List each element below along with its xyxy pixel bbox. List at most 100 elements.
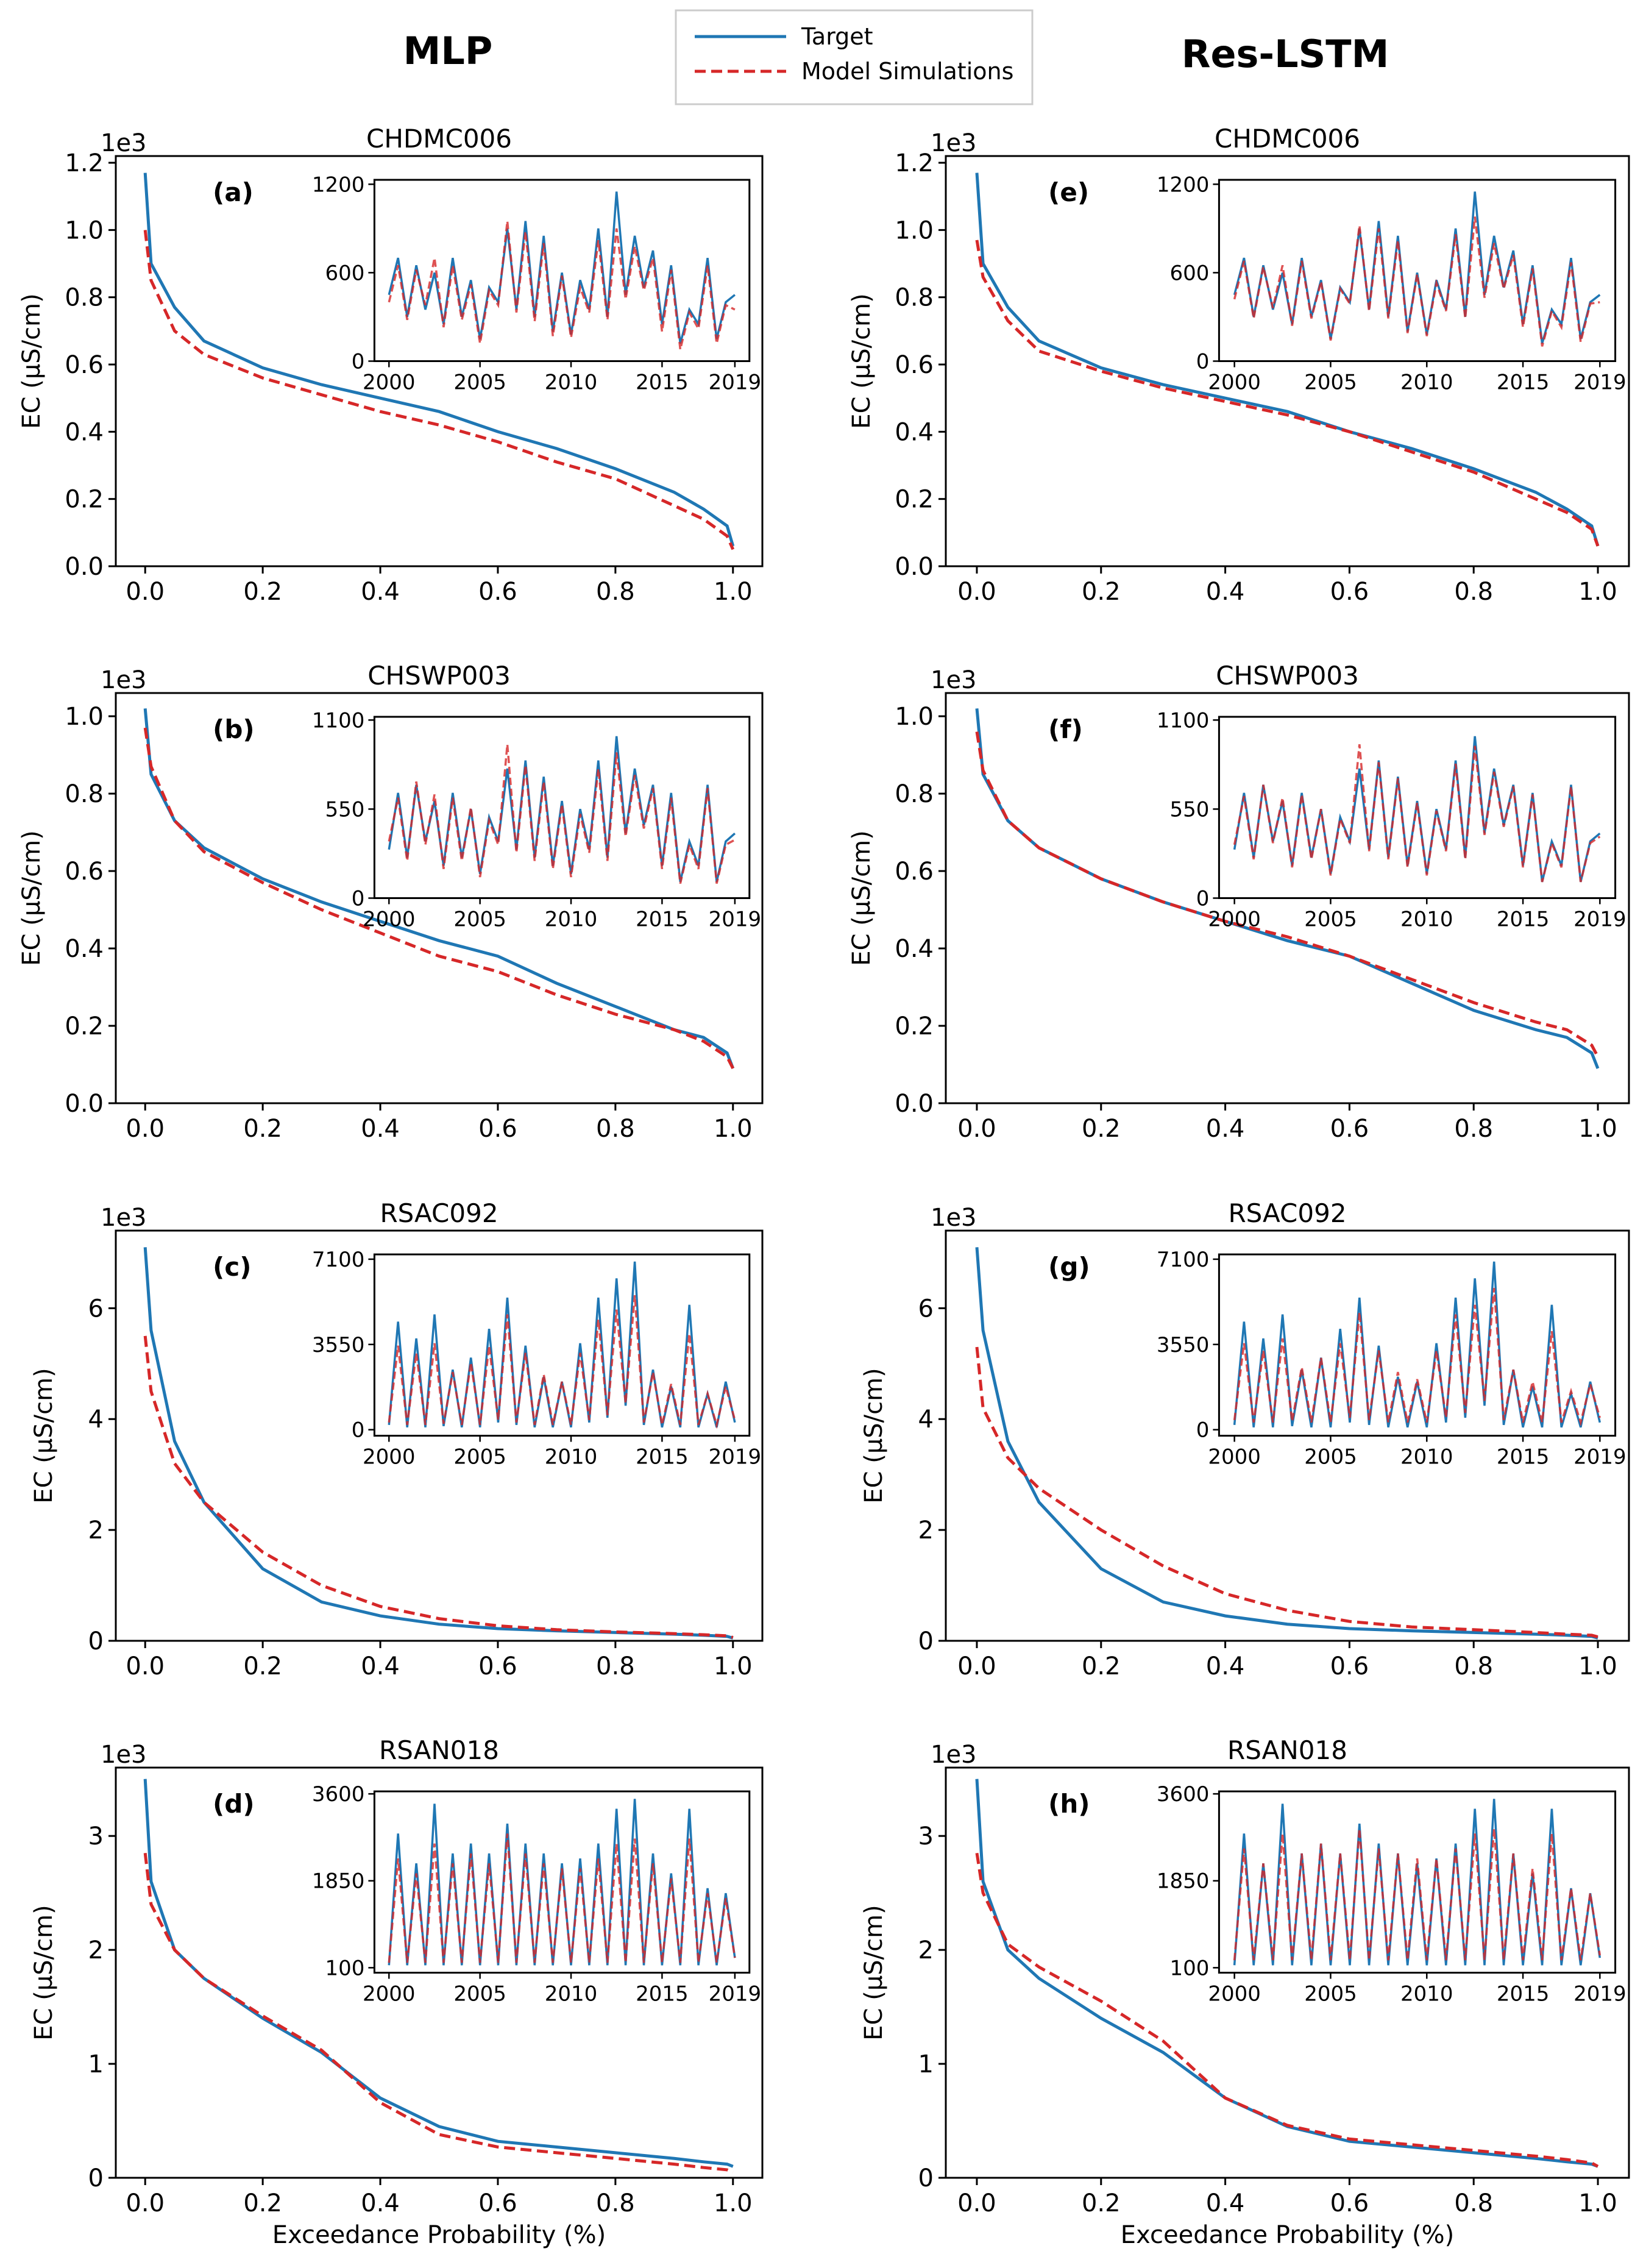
inset-x-tick-label: 2005 [1304,371,1357,395]
station-title: CHSWP003 [367,661,511,691]
station-title: RSAC092 [1228,1198,1346,1228]
y-multiplier: 1e3 [101,666,147,694]
panel-label: (d) [213,1789,254,1819]
x-tick-label: 0.8 [1454,1115,1493,1143]
x-tick-label: 0.2 [1082,1652,1121,1680]
axes-frame [945,1229,1630,1642]
y-tick-label: 0.6 [65,858,104,886]
y-axis-label: EC (μS/cm) [848,293,876,428]
inset-y-tick-label: 600 [1169,261,1209,285]
inset-frame [1218,716,1617,900]
y-tick-label: 4 [88,1406,104,1434]
y-tick-label: 0.4 [65,935,104,963]
y-tick-label: 1.0 [895,216,934,244]
inset-model-line [1233,1829,1602,1961]
panel-label: (h) [1048,1789,1090,1819]
model-fdc-line [143,1852,734,2174]
y-tick-label: 0.2 [895,1012,934,1040]
inset-timeseries: 2000 2005 2010 2015 2019 100 1850 3600 [312,1782,761,2006]
station-title: CHSWP003 [1216,661,1359,691]
inset-x-tick-label: 2019 [709,908,762,932]
inset-x-tick-label: 2000 [1208,908,1261,932]
y-multiplier: 1e3 [101,1204,147,1232]
axes-frame [115,1766,764,2179]
inset-model-line [1233,1288,1601,1427]
inset-model-line [388,221,736,350]
inset-frame [373,716,751,900]
x-tick-label: 0.0 [126,1652,165,1680]
inset-y-tick-label: 600 [325,261,364,285]
y-tick-label: 0.6 [895,351,934,379]
axes-frame [945,1766,1630,2179]
model-fdc-line [975,731,1600,1058]
inset-x-tick-label: 2000 [1208,371,1261,395]
axes-frame [945,155,1630,567]
model-fdc-line [975,1852,1599,2168]
inset-x-tick-label: 2010 [545,371,598,395]
legend-model-label: Model Simulations [801,58,1013,85]
column-title-res-lstm: Res-LSTM [1182,32,1389,76]
y-tick-label: 0 [88,2164,104,2192]
model-fdc-line [975,1346,1598,1639]
x-tick-label: 1.0 [714,1652,753,1680]
x-tick-label: 0.6 [478,578,517,606]
axes-frame [115,1229,764,1642]
inset-model-line [1233,744,1601,883]
x-axis-label-right: Exceedance Probability (%) [1121,2221,1454,2249]
inset-frame [373,1790,751,1974]
x-tick-label: 0.4 [361,2189,400,2217]
panel-label: (f) [1048,714,1083,744]
inset-x-tick-label: 2005 [1304,1982,1357,2007]
x-tick-label: 1.0 [714,578,753,606]
y-tick-label: 0.8 [65,284,104,312]
y-axis-label: EC (μS/cm) [30,1368,58,1503]
station-title: CHDMC006 [1215,124,1360,154]
x-tick-label: 0.4 [1206,1652,1245,1680]
inset-background [374,180,750,361]
inset-x-tick-label: 2005 [453,1445,506,1470]
y-tick-label: 0.8 [895,284,934,312]
inset-y-tick-label: 3550 [1157,1333,1210,1357]
inset-x-tick-label: 2010 [545,908,598,932]
x-axis-label-left: Exceedance Probability (%) [272,2221,606,2249]
x-tick-label: 0.4 [1206,578,1245,606]
x-tick-label: 0.0 [957,2189,996,2217]
axes-frame [115,155,764,567]
panel-label: (e) [1048,177,1089,207]
y-multiplier: 1e3 [931,129,977,157]
y-tick-label: 0.4 [65,418,104,446]
axes-frame [945,692,1630,1104]
x-tick-label: 0.2 [243,1652,282,1680]
model-fdc-line [143,230,735,550]
inset-y-tick-label: 1100 [312,708,365,733]
inset-timeseries: 2000 2005 2010 2015 2019 0 3550 7100 [1157,1248,1626,1470]
y-axis-label: EC (μS/cm) [18,293,46,428]
inset-y-tick-label: 3550 [312,1333,365,1357]
x-tick-label: 1.0 [1578,1652,1617,1680]
inset-model-line [388,1833,736,1963]
model-fdc-line [975,240,1600,547]
y-tick-label: 1 [918,2050,934,2078]
y-tick-label: 1.0 [65,703,104,731]
y-tick-label: 0.0 [65,553,104,581]
inset-x-tick-label: 2010 [1400,1982,1453,2007]
x-tick-label: 0.8 [596,1652,635,1680]
inset-y-tick-label: 100 [325,1956,364,1980]
y-tick-label: 0.2 [65,1012,104,1040]
inset-x-tick-label: 2015 [1497,1445,1550,1470]
inset-y-tick-label: 1200 [1157,172,1210,197]
y-tick-label: 0.0 [65,1090,104,1118]
x-tick-label: 1.0 [714,1115,753,1143]
x-tick-label: 0.6 [478,1115,517,1143]
inset-y-tick-label: 0 [352,350,365,374]
inset-x-tick-label: 2005 [453,1982,506,2007]
inset-x-tick-label: 2015 [1497,908,1550,932]
y-tick-label: 0.6 [65,351,104,379]
y-tick-label: 0.6 [895,858,934,886]
y-tick-label: 0 [918,1627,934,1655]
y-tick-label: 2 [88,1936,104,1964]
y-multiplier: 1e3 [931,1741,977,1769]
